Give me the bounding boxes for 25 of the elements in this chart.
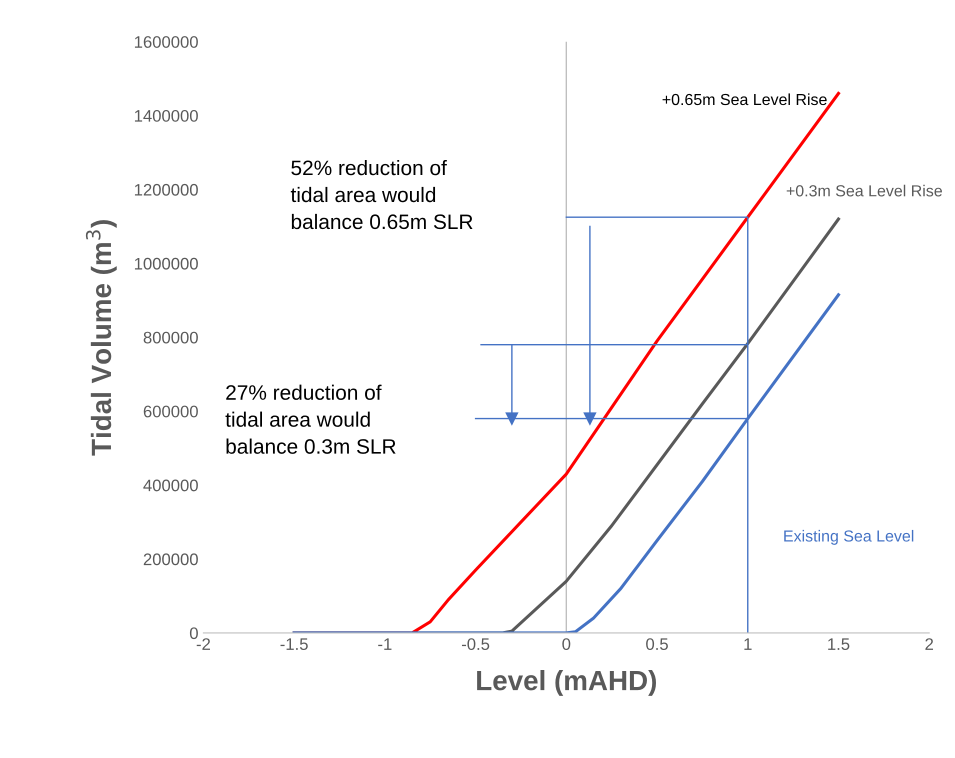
x-tick-label: 0 xyxy=(562,638,570,650)
x-tick-label: -1.5 xyxy=(280,638,308,650)
x-tick-label: 1 xyxy=(744,638,752,650)
text: Existing Sea Level xyxy=(784,530,914,545)
x-tick-label: 0.5 xyxy=(646,638,668,650)
y-tick-label: 600000 xyxy=(144,406,198,418)
x-tick-label: 2 xyxy=(925,638,934,650)
y-tick-label: 1200000 xyxy=(134,184,198,196)
y-tick-label: 1600000 xyxy=(134,36,198,48)
text: +0.3m Sea Level Rise xyxy=(786,184,942,196)
x-axis-title: Level (mAHD) xyxy=(477,670,656,696)
x-tick-label: -0.5 xyxy=(462,638,490,650)
y-tick-label: 0 xyxy=(190,627,198,640)
series-label: +0.65m Sea Level Rise xyxy=(662,93,827,106)
y-tick-label: 400000 xyxy=(143,480,198,492)
annotation: 52% reduction of tidal area would balance 0.65m SLR xyxy=(290,160,473,230)
y-axis-title: Tidal Volume (m$^{3}$) xyxy=(86,220,117,456)
y-tick-label: 1400000 xyxy=(134,110,198,122)
x-tick-label: -1 xyxy=(378,638,392,650)
annotation: 27% reduction of tidal area would balance 0.3m SLR xyxy=(226,384,396,454)
y-tick-label: 200000 xyxy=(144,553,198,566)
y-tick-label: 800000 xyxy=(144,332,198,344)
x-tick-label: 1.5 xyxy=(828,638,850,650)
y-tick-label: 1000000 xyxy=(134,258,198,270)
x-tick-label: -2 xyxy=(196,638,210,650)
